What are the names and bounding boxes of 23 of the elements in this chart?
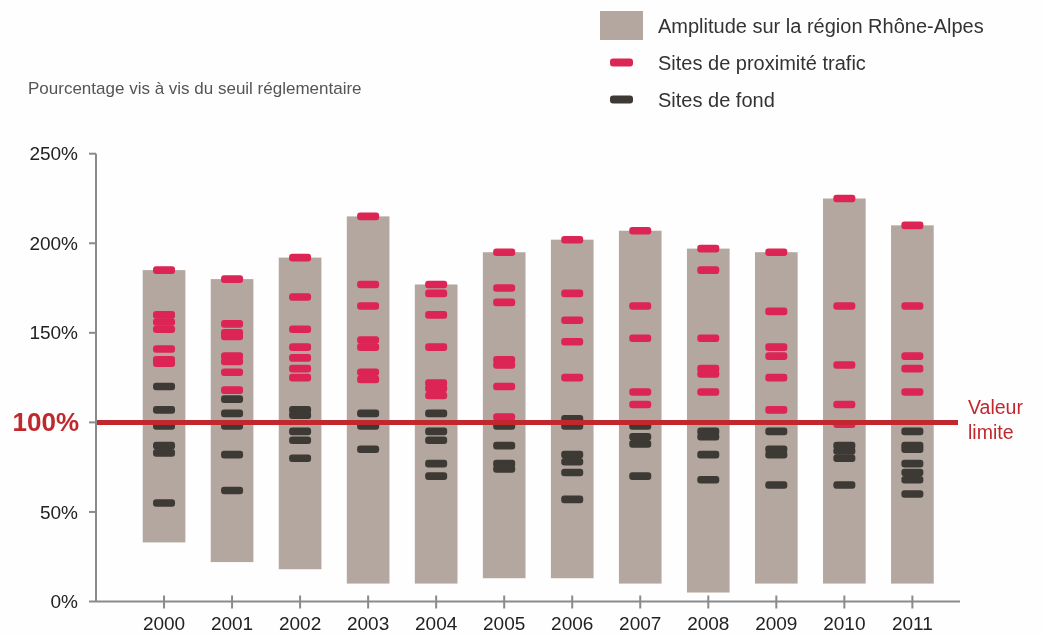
x-tick-label: 2006 <box>551 613 594 634</box>
legend-label: Amplitude sur la région Rhône-Alpes <box>658 14 984 37</box>
x-tick-label: 2008 <box>687 613 730 634</box>
x-tick-label: 2004 <box>415 613 458 634</box>
x-tick-label: 2009 <box>755 613 798 634</box>
x-tick-label: 2002 <box>278 613 322 634</box>
x-tick-label: 2000 <box>142 613 186 634</box>
y-tick-label: 100% <box>12 407 79 438</box>
x-tick-label: 2005 <box>483 613 526 634</box>
x-tick-label: 2011 <box>891 613 933 634</box>
y-axis-title: Pourcentage vis à vis du seuil réglementaire <box>28 79 362 98</box>
x-tick-label: 2001 <box>210 613 254 634</box>
x-tick-label: 2003 <box>346 613 390 634</box>
y-tick-label: 250% <box>29 143 79 165</box>
x-tick-label: 2010 <box>823 613 866 634</box>
ref-line-label: Valeur limite <box>968 395 1024 443</box>
y-tick-label: 0% <box>50 591 79 613</box>
y-tick-label: 200% <box>29 232 79 254</box>
legend-label: Sites de proximité trafic <box>658 51 866 74</box>
x-tick-label: 2007 <box>619 613 662 634</box>
y-tick-label: 50% <box>39 501 79 523</box>
legend-label: Sites de fond <box>658 88 775 111</box>
y-tick-label: 150% <box>29 322 79 344</box>
